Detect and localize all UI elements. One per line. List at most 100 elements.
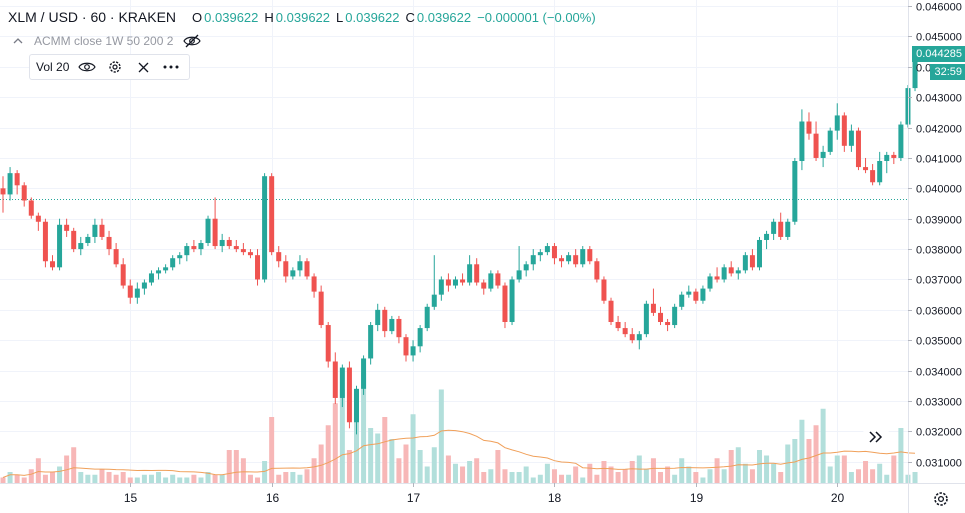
volume-bar (403, 444, 409, 483)
y-tick-label: 0.034000 (916, 367, 962, 379)
volume-bar (113, 474, 119, 483)
candle-body (848, 130, 854, 146)
volume-bar (516, 472, 522, 483)
candle-body (665, 322, 671, 326)
x-tick-label: 16 (266, 491, 280, 505)
candle-body (877, 161, 883, 183)
candle-body (141, 282, 147, 289)
volume-bar (233, 450, 239, 483)
close-icon[interactable] (129, 56, 157, 78)
volume-bar (262, 461, 268, 483)
close-label: C (405, 9, 415, 25)
eye-icon[interactable] (73, 56, 101, 78)
volume-bar (255, 477, 261, 483)
y-tick-label: 0.037000 (916, 275, 962, 287)
volume-bar (21, 477, 27, 483)
eye-crossed-icon[interactable] (183, 34, 202, 48)
candle-body (163, 267, 169, 271)
volume-bar (424, 466, 430, 483)
time-axis[interactable]: 15 16 17 18 19 20 (124, 483, 845, 505)
candle-body (354, 388, 359, 423)
scroll-to-realtime-button[interactable] (862, 425, 890, 449)
more-icon[interactable] (157, 56, 185, 78)
candle-body (92, 224, 98, 237)
candle-body (912, 57, 918, 89)
last-price-tag: 0.044285 (912, 46, 965, 62)
candle-body (481, 282, 487, 289)
volume-bar (700, 477, 706, 483)
volume-legend: Vol 20 (29, 54, 191, 80)
y-tick-label: 0.045000 (916, 32, 962, 44)
candle-body (891, 154, 897, 158)
candle-body (764, 233, 770, 240)
volume-bar (92, 474, 98, 483)
x-tick-label: 20 (831, 491, 845, 505)
volume-bar (884, 474, 890, 483)
candle-body (672, 306, 678, 326)
settings-icon[interactable] (101, 56, 129, 78)
volume-bar (912, 472, 918, 483)
volume-bar (346, 450, 352, 483)
candle-body (368, 325, 374, 359)
candle-body (608, 300, 614, 322)
volume-bar (184, 477, 190, 483)
candle-body (721, 267, 727, 280)
volume-bar (339, 389, 345, 483)
volume-bar (608, 466, 614, 483)
volume-bar (749, 469, 755, 483)
candle-body (495, 273, 501, 286)
study-label[interactable]: ACMM close 1W 50 200 2 (34, 34, 174, 48)
candle-body (573, 255, 579, 265)
chart-settings-button[interactable] (930, 489, 952, 509)
chevron-up-icon[interactable] (8, 33, 28, 49)
volume-bar (71, 447, 77, 483)
price-axis[interactable]: 0.0460000.0450000.0440000.0430000.042000… (908, 2, 962, 470)
volume-bar (226, 450, 232, 483)
change-value: −0.000001 (−0.00%) (477, 9, 596, 25)
volume-bar (721, 469, 727, 483)
candle-body (559, 258, 565, 262)
x-tick-label: 15 (124, 491, 138, 505)
candle-body (219, 239, 225, 247)
candle-body (297, 261, 303, 271)
candle-body (841, 115, 847, 146)
volume-bar (57, 466, 63, 483)
candle-body (311, 276, 317, 292)
candle-body (233, 246, 239, 250)
volume-bar (375, 433, 381, 483)
candle-body (601, 279, 607, 301)
volume-bar (7, 472, 13, 483)
volume-bar (742, 463, 748, 483)
candle-body (523, 264, 529, 271)
volume-bar (148, 474, 154, 483)
volume-bar (537, 474, 543, 483)
candle-body (276, 252, 282, 262)
volume-bar (78, 472, 84, 483)
volume-bar (587, 463, 593, 483)
volume-bar (877, 463, 883, 483)
candle-body (191, 246, 197, 250)
candle-body (735, 270, 741, 274)
y-tick-label: 0.040000 (916, 184, 962, 196)
candle-body (57, 224, 63, 268)
candle-body (127, 285, 133, 298)
candle-body (438, 279, 444, 295)
volume-bar (778, 472, 784, 483)
candle-body (863, 167, 869, 171)
candle-body (7, 173, 13, 195)
volume-bar (580, 477, 586, 483)
candle-body (530, 255, 536, 265)
candle-body (396, 318, 402, 338)
candle-body (290, 270, 296, 277)
candle-body (820, 151, 826, 158)
candle-body (64, 224, 70, 231)
candle-body (318, 291, 324, 326)
volume-bar (827, 466, 833, 483)
candle-body (177, 255, 183, 259)
y-tick-label: 0.032000 (916, 427, 962, 439)
volume-bar (806, 439, 812, 483)
y-tick-label: 0.035000 (916, 336, 962, 348)
candle-body (0, 188, 6, 195)
candle-body (813, 133, 819, 158)
